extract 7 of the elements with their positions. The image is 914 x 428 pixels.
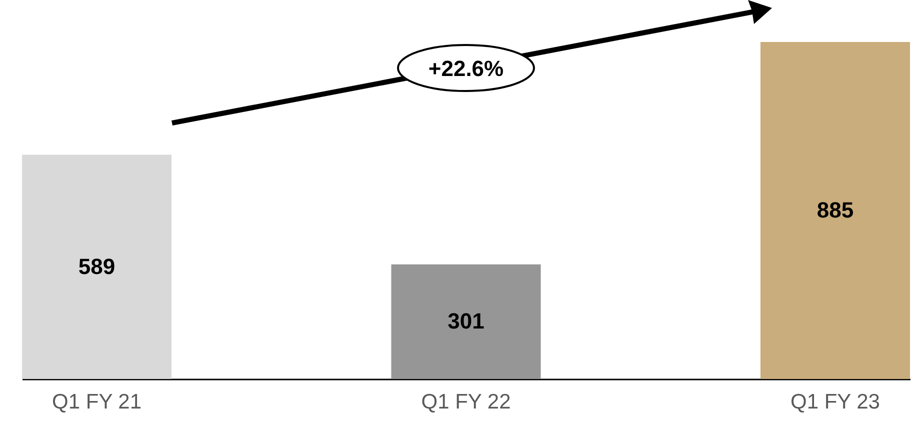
data-label: 589 — [78, 254, 116, 279]
data-label: 885 — [816, 198, 854, 222]
x-tick-label: Q1 FY 23 — [790, 390, 880, 414]
annotation: +22.6% — [428, 56, 504, 81]
data-label: 301 — [448, 308, 484, 334]
x-tick-label: Q1 FY 21 — [52, 390, 142, 414]
x-tick-label: Q1 FY 22 — [421, 390, 511, 414]
